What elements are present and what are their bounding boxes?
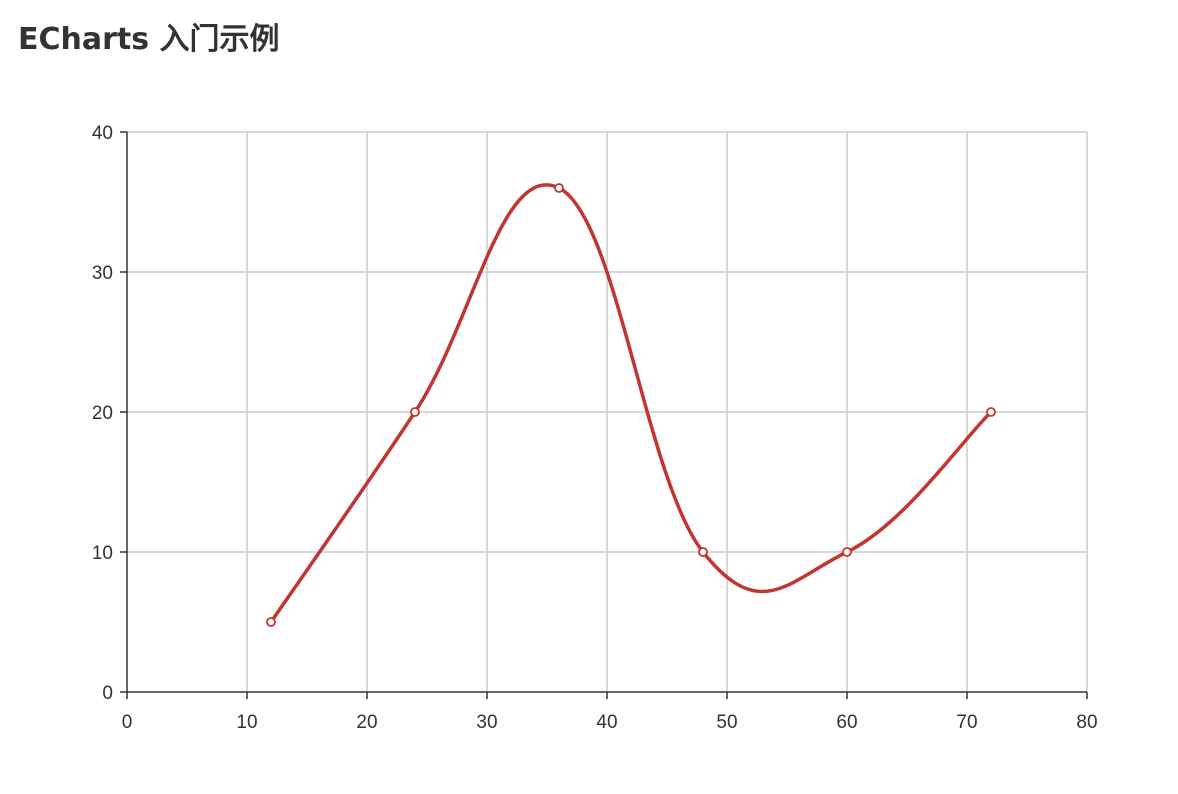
x-tick-label-7: 70 <box>956 712 977 733</box>
y-tick-label-4: 40 <box>92 123 113 144</box>
y-tick-label-3: 30 <box>92 263 113 284</box>
data-point-1[interactable] <box>410 407 420 417</box>
chart-title: ECharts 入门示例 <box>18 22 280 57</box>
y-tick-label-2: 20 <box>92 403 113 424</box>
data-point-5[interactable] <box>986 407 996 417</box>
series-layer <box>269 183 993 624</box>
axes: 0 10 20 30 40 50 60 70 80 0 10 20 30 40 <box>92 123 1098 733</box>
x-tick-label-3: 30 <box>476 712 497 733</box>
x-tick-label-4: 40 <box>596 712 617 733</box>
x-tick-label-6: 60 <box>836 712 857 733</box>
x-tick-label-2: 20 <box>356 712 377 733</box>
series-line-0 <box>269 183 993 624</box>
data-point-2[interactable] <box>554 183 564 193</box>
x-tick-label-1: 10 <box>236 712 257 733</box>
data-point-4[interactable] <box>842 547 852 557</box>
y-tick-label-1: 10 <box>92 543 113 564</box>
point-markers <box>266 183 996 627</box>
y-tick-label-0: 0 <box>102 683 113 704</box>
data-point-3[interactable] <box>698 547 708 557</box>
x-tick-label-5: 50 <box>716 712 737 733</box>
x-tick-label-0: 0 <box>122 712 133 733</box>
grid-lines <box>127 131 1088 692</box>
data-point-0[interactable] <box>266 617 276 627</box>
x-tick-label-8: 80 <box>1076 712 1097 733</box>
